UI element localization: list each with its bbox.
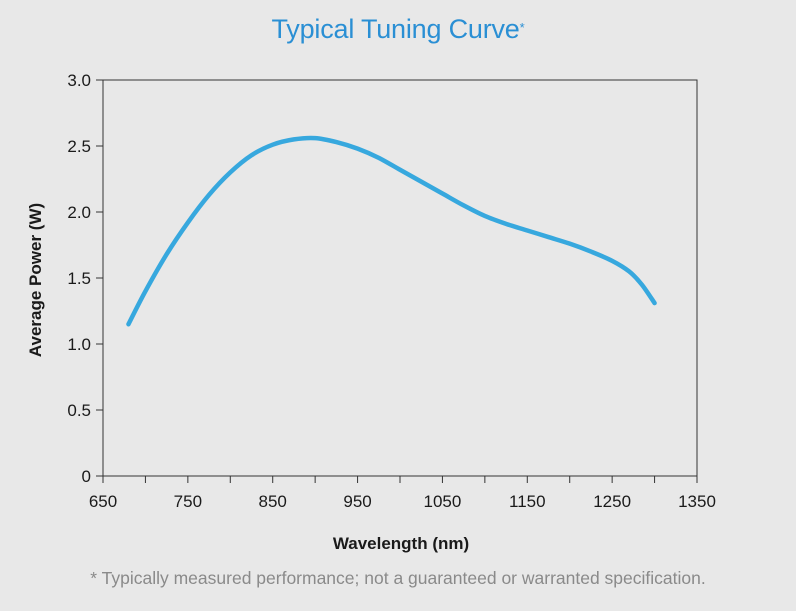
series-group — [126, 135, 657, 327]
y-tick-label: 2.0 — [67, 203, 91, 222]
y-tick-label: 1.0 — [67, 335, 91, 354]
x-axis: 650 750 850 950 1050 1150 1250 1350 — [89, 476, 716, 511]
y-tick-label: 2.5 — [67, 137, 91, 156]
x-tick-label: 1250 — [593, 492, 631, 511]
y-tick-label: 0 — [82, 467, 91, 486]
x-tick-label: 650 — [89, 492, 117, 511]
x-axis-label: Wavelength (nm) — [333, 534, 469, 553]
chart-title: Typical Tuning Curve* — [271, 14, 525, 44]
y-axis-label: Average Power (W) — [26, 203, 45, 357]
x-tick-label: 750 — [174, 492, 202, 511]
x-tick-label: 1350 — [678, 492, 716, 511]
y-tick-label: 0.5 — [67, 401, 91, 420]
x-tick-label: 850 — [259, 492, 287, 511]
plot-border — [102, 79, 698, 477]
x-tick-label: 950 — [343, 492, 371, 511]
title-asterisk: * — [519, 20, 525, 35]
y-tick-label: 1.5 — [67, 269, 91, 288]
plot-frame — [102, 79, 698, 477]
series-line-average-power — [126, 135, 657, 327]
x-tick-label: 1050 — [424, 492, 462, 511]
x-tick-label: 1150 — [509, 492, 546, 511]
y-axis: 0 0.5 1.0 1.5 2.0 2.5 3.0 — [67, 71, 103, 486]
footnote: * Typically measured performance; not a … — [90, 568, 706, 588]
y-tick-label: 3.0 — [67, 71, 91, 90]
